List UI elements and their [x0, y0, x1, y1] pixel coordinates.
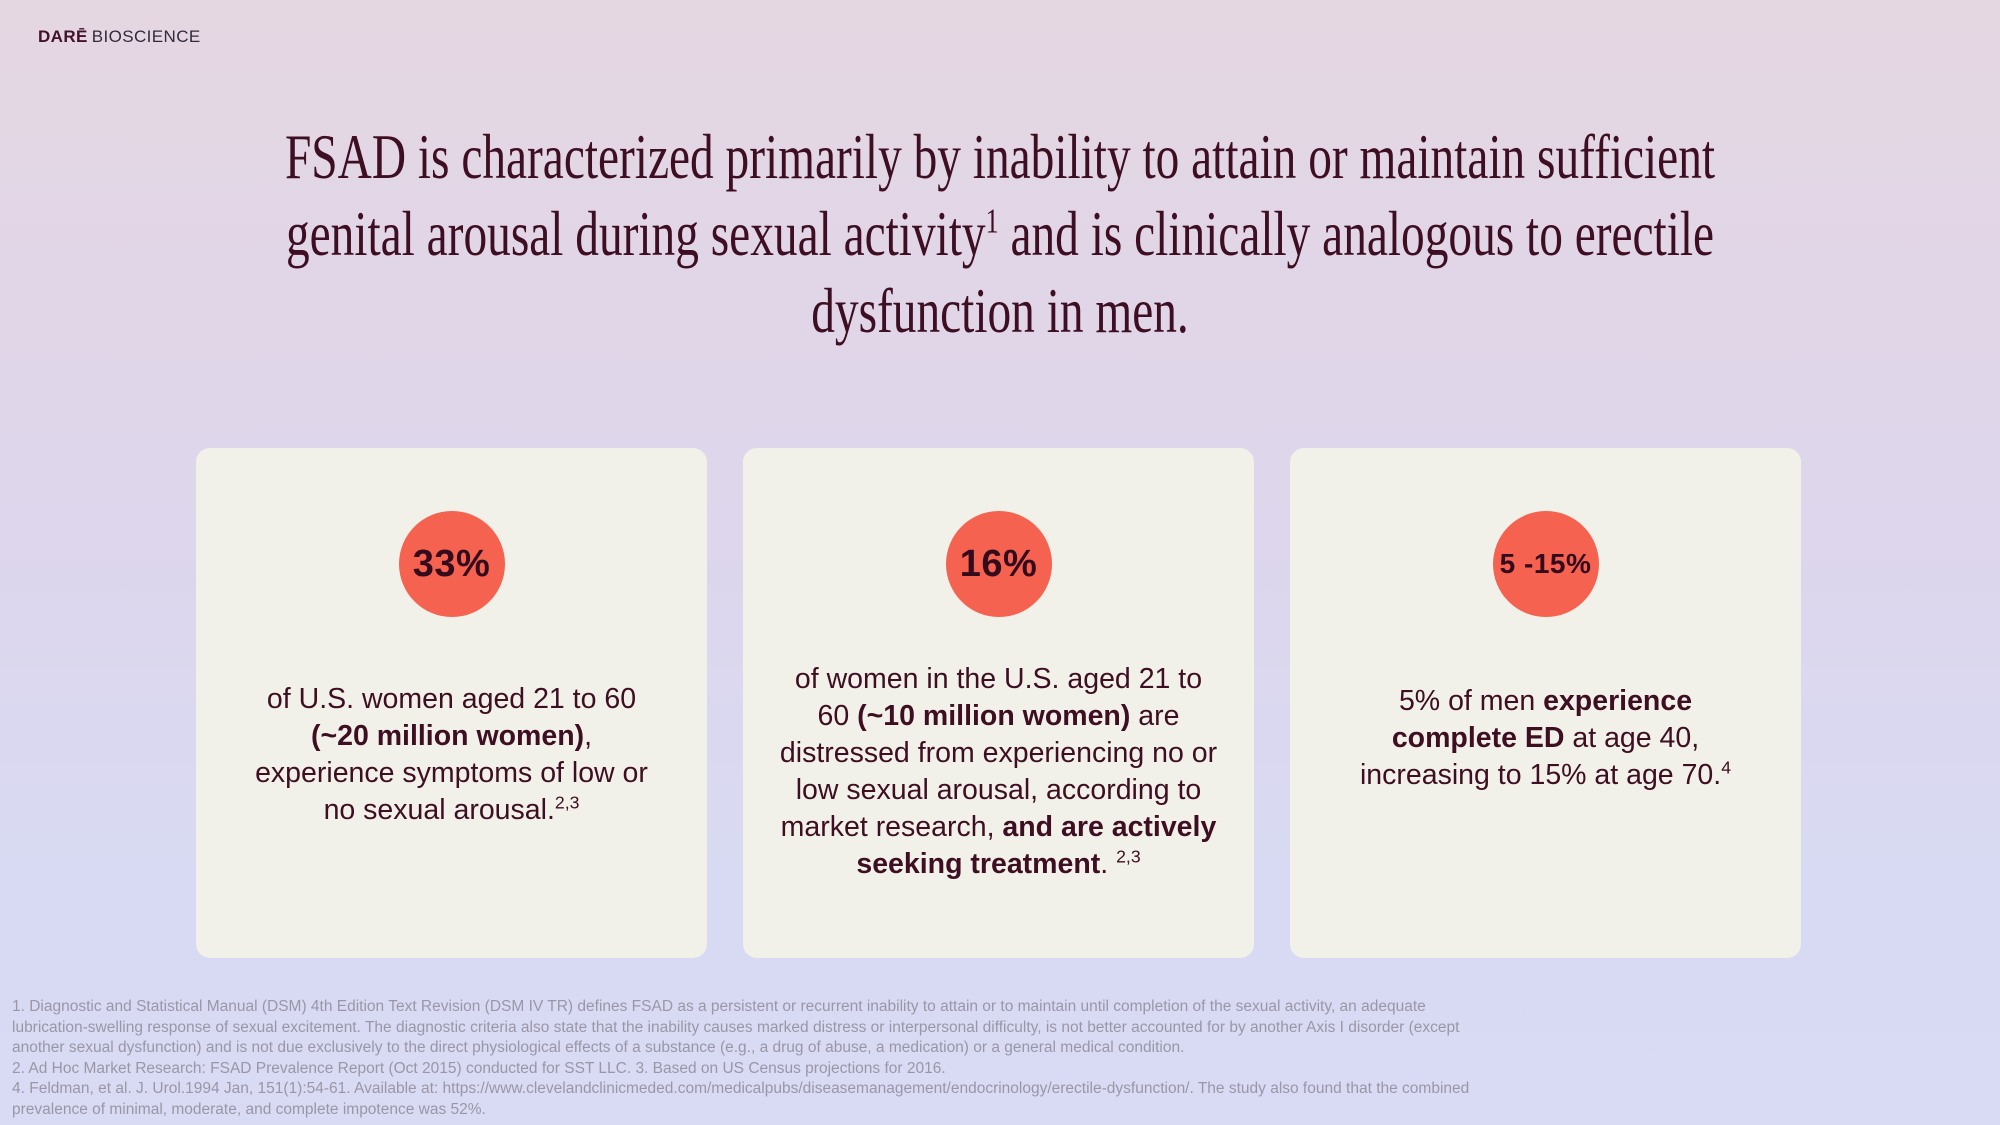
stat-value: 16%	[959, 542, 1038, 585]
stat-value: 33%	[412, 542, 491, 585]
brand-name: DARĒ	[38, 27, 88, 46]
stat-description: 5% of men experience complete ED at age 4…	[1359, 685, 1732, 791]
footnotes: 1. Diagnostic and Statistical Manual (DS…	[12, 997, 1469, 1121]
footnote-line-1: 1. Diagnostic and Statistical Manual (DS…	[12, 998, 1426, 1015]
footnote-line-3: another sexual dysfunction) and is not d…	[12, 1039, 1185, 1057]
footnote-line-6: prevalence of minimal, moderate, and com…	[12, 1100, 486, 1118]
stat-badge-circle: 16%	[945, 511, 1052, 617]
stat-card-3: 5 -15% 5% of men experience complete ED a…	[1290, 448, 1801, 958]
stat-badge-circle: 5 -15%	[1492, 511, 1599, 617]
footnote-line-2: lubrication-swelling response of sexual …	[12, 1018, 1460, 1036]
brand-suffix: BIOSCIENCE	[91, 27, 201, 46]
footnote-line-5: 4. Feldman, et al. J. Urol.1994 Jan, 151…	[12, 1080, 1470, 1098]
footnote-line-4: 2. Ad Hoc Market Research: FSAD Prevalen…	[12, 1059, 946, 1077]
stat-card-1: 33% of U.S. women aged 21 to 60 (~20 mill…	[196, 448, 707, 958]
stat-value: 5 -15%	[1499, 548, 1592, 579]
stat-cards: 33% of U.S. women aged 21 to 60 (~20 mill…	[196, 448, 1801, 958]
stat-badge-circle: 33%	[398, 511, 505, 617]
stat-description: of U.S. women aged 21 to 60 (~20 million …	[255, 683, 648, 826]
slide-title: FSAD is characterized primarily by inabi…	[284, 121, 1716, 346]
stat-card-2: 16% of women in the U.S. aged 21 to 60 (~…	[743, 448, 1254, 958]
stat-description: of women in the U.S. aged 21 to 60 (~10 m…	[779, 663, 1218, 880]
brand-logo: DARĒ BIOSCIENCE	[38, 27, 201, 47]
